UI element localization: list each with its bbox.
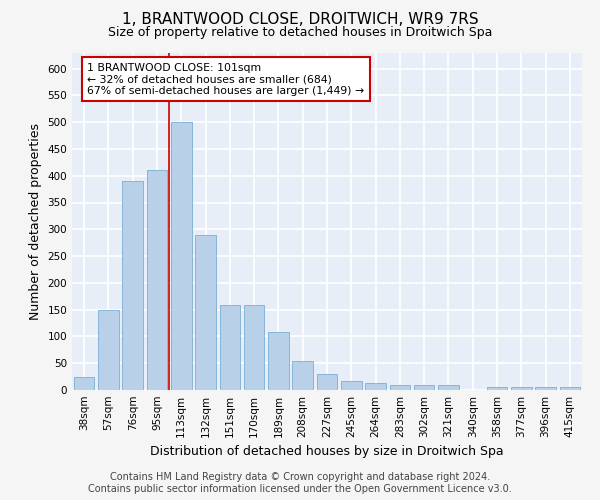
Bar [365,383,386,390]
Bar [317,374,337,390]
Text: Contains HM Land Registry data © Crown copyright and database right 2024.
Contai: Contains HM Land Registry data © Crown c… [88,472,512,494]
Y-axis label: Number of detached properties: Number of detached properties [29,122,42,320]
Bar [560,387,580,390]
Bar [171,122,191,390]
Bar [414,384,434,390]
Bar [438,384,459,390]
Text: 1 BRANTWOOD CLOSE: 101sqm
← 32% of detached houses are smaller (684)
67% of semi: 1 BRANTWOOD CLOSE: 101sqm ← 32% of detac… [88,62,364,96]
Bar [389,384,410,390]
Bar [74,376,94,390]
Bar [146,170,167,390]
Text: Size of property relative to detached houses in Droitwich Spa: Size of property relative to detached ho… [108,26,492,39]
Bar [268,332,289,390]
Bar [292,360,313,390]
Bar [220,306,240,390]
Text: 1, BRANTWOOD CLOSE, DROITWICH, WR9 7RS: 1, BRANTWOOD CLOSE, DROITWICH, WR9 7RS [122,12,478,28]
Bar [244,306,265,390]
Bar [511,387,532,390]
Bar [341,381,362,390]
X-axis label: Distribution of detached houses by size in Droitwich Spa: Distribution of detached houses by size … [150,446,504,458]
Bar [195,234,216,390]
Bar [487,387,508,390]
Bar [535,387,556,390]
Bar [98,310,119,390]
Bar [122,181,143,390]
